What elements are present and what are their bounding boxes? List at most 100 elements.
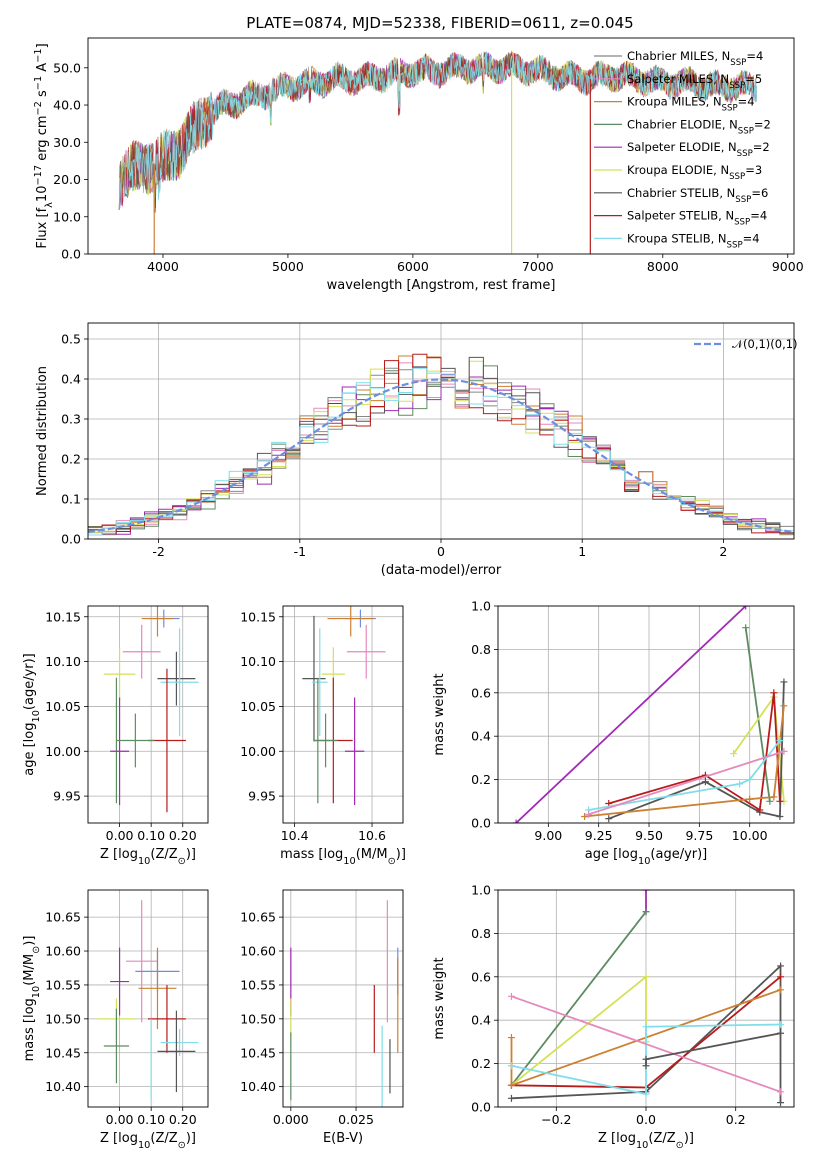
y-tick-label: 0.0 <box>61 532 81 547</box>
y-tick-label: 40.0 <box>53 98 81 113</box>
x-axis-label: E(B-V) <box>323 1131 363 1146</box>
figure-title: PLATE=0874, MJD=52338, FIBERID=0611, z=0… <box>246 14 633 32</box>
x-axis-label: Z [log10(Z/Z⊙)] <box>100 1131 196 1151</box>
x-tick-label: −0.2 <box>541 1112 571 1127</box>
errorbar-point <box>160 1029 199 1057</box>
legend-label: Chabrier MILES, NSSP=4 <box>627 49 763 68</box>
y-tick-label: 50.0 <box>53 60 81 75</box>
axes-frame <box>87 37 795 255</box>
legend-label: Kroupa STELIB, NSSP=4 <box>627 231 760 250</box>
y-axis-label: Normed distribution <box>35 366 50 496</box>
weight-marker <box>642 973 650 981</box>
weight-marker <box>642 1090 650 1098</box>
y-tick-label: 0.6 <box>471 969 491 984</box>
errorbar-point <box>103 647 136 702</box>
y-tick-label: 10.60 <box>45 944 81 959</box>
chart-weight_vs_age: 9.00 9.25 9.50 9.75 10.00 0.0 0.2 0.4 0.6 0.8 1.0 a… <box>432 599 795 867</box>
x-tick-label: 0.20 <box>169 1112 197 1127</box>
weight-marker <box>776 797 784 805</box>
x-tick-label: 10.4 <box>281 828 309 843</box>
x-tick-label: 10.6 <box>358 828 386 843</box>
y-tick-label: 10.40 <box>240 1079 276 1094</box>
weight-marker <box>642 1062 650 1070</box>
x-axis-label: wavelength [Angstrom, rest frame] <box>327 278 556 293</box>
y-tick-label: 10.05 <box>45 699 81 714</box>
errorbar-point <box>346 624 386 679</box>
spectrum-line <box>118 52 757 210</box>
weight-marker <box>780 747 788 755</box>
weight-marker <box>777 973 785 981</box>
x-tick-label: 0.10 <box>137 1112 165 1127</box>
weight-marker <box>776 737 784 745</box>
y-tick-label: 10.50 <box>240 1011 276 1026</box>
weight-marker <box>766 797 774 805</box>
weight-line <box>510 911 647 1086</box>
weight-marker <box>780 702 788 710</box>
errorbar-point <box>312 628 328 737</box>
x-tick-label: 9000 <box>772 259 804 274</box>
y-tick-label: 10.45 <box>240 1045 276 1060</box>
weight-line <box>645 1032 781 1066</box>
x-tick-label: 2 <box>719 544 727 559</box>
chart-mass_vs_Z: 0.00 0.10 0.20 10.40 10.45 10.50 10.55 10.60 10.… <box>22 889 209 1151</box>
axes-frame <box>497 605 795 824</box>
x-tick-label: 1 <box>578 544 586 559</box>
x-tick-label: -2 <box>152 544 164 559</box>
x-tick-label: 0.00 <box>106 1112 134 1127</box>
errorbar-point <box>110 697 130 806</box>
y-axis-label: mass weight <box>432 673 447 755</box>
weight-marker <box>507 1034 515 1042</box>
errorbar-point <box>302 615 326 742</box>
y-tick-label: 0.8 <box>471 926 491 941</box>
x-tick-label: 0 <box>437 544 445 559</box>
weight-marker <box>701 778 709 786</box>
y-tick-label: 10.15 <box>45 609 81 624</box>
x-tick-label: 0.025 <box>338 1112 374 1127</box>
x-axis-label: Z [log10(Z/Z⊙)] <box>598 1131 694 1151</box>
y-tick-label: 0.3 <box>61 412 81 427</box>
weight-marker <box>777 1088 785 1096</box>
x-axis-label: mass [log10(M/M⊙)] <box>280 847 406 867</box>
y-tick-label: 0.8 <box>471 642 491 657</box>
x-tick-label: 0.20 <box>169 828 197 843</box>
weight-marker <box>736 780 744 788</box>
x-axis-label: Z [log10(Z/Z⊙)] <box>100 847 196 867</box>
y-tick-label: 10.45 <box>45 1045 81 1060</box>
y-axis-label: mass weight <box>432 957 447 1039</box>
errorbar-point <box>148 984 186 1053</box>
y-tick-label: 9.95 <box>53 789 81 804</box>
y-axis-label: mass [log10(M/M⊙)] <box>22 936 42 1062</box>
weight-marker <box>746 795 754 803</box>
y-tick-label: 10.55 <box>240 977 276 992</box>
chart-mass_vs_EBV: 0.000 0.025 10.40 10.45 10.50 10.55 10.60 10.65… <box>240 889 404 1146</box>
weight-marker <box>507 992 515 1000</box>
weight-marker <box>581 812 589 820</box>
x-tick-label: 5000 <box>272 259 304 274</box>
x-axis-label: (data-model)/error <box>381 563 502 578</box>
weight-marker <box>776 812 784 820</box>
y-axis-label: age [log10(age/yr)] <box>22 653 42 776</box>
errorbar-point <box>103 1008 130 1084</box>
y-tick-label: 10.10 <box>45 654 81 669</box>
y-tick-label: 10.15 <box>240 609 276 624</box>
x-axis-label: age [log10(age/yr)] <box>585 847 708 867</box>
x-tick-label: 0.10 <box>137 828 165 843</box>
weight-marker <box>507 1062 515 1070</box>
weight-marker <box>742 624 750 632</box>
x-tick-label: 10.00 <box>732 828 768 843</box>
x-tick-label: 9.00 <box>534 828 562 843</box>
y-tick-label: 10.50 <box>45 1011 81 1026</box>
weight-marker <box>512 819 520 823</box>
chart-residuals: -2 -1 0 1 2 0.0 0.1 0.2 0.3 0.4 0.5 (data-model)/er… <box>35 322 798 578</box>
y-tick-label: 10.00 <box>240 744 276 759</box>
normal-curve <box>88 378 794 534</box>
weight-marker <box>770 793 778 801</box>
axes-frame <box>282 889 404 1108</box>
y-tick-label: 10.55 <box>45 977 81 992</box>
x-tick-label: -1 <box>294 544 306 559</box>
weight-marker <box>746 776 754 784</box>
y-tick-label: 0.0 <box>471 816 491 831</box>
weight-marker <box>777 1029 785 1037</box>
axes-frame <box>87 889 209 1108</box>
spectrum-line <box>118 51 757 210</box>
